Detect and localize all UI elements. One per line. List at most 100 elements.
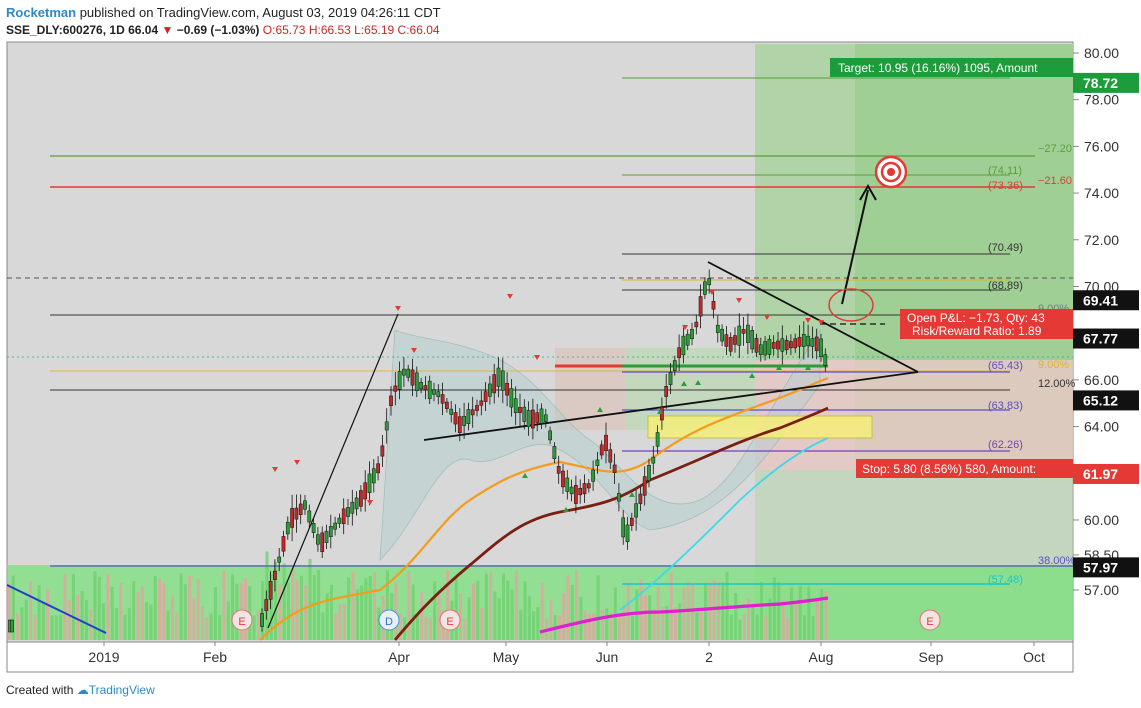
candle-body <box>621 517 626 538</box>
volume-bar <box>252 615 256 640</box>
candle-body <box>346 507 350 517</box>
candle-body <box>617 493 621 502</box>
buy-signal-marker <box>629 492 635 497</box>
event-marker-e[interactable]: E <box>439 609 461 631</box>
open-pnl-box[interactable]: Open P&L: −1.73, Qty: 43 Risk/Reward Rat… <box>900 309 1073 339</box>
sell-signal-marker <box>709 290 715 295</box>
time-tick-label: 2019 <box>88 649 119 665</box>
event-marker-e[interactable]: E <box>919 609 941 631</box>
candle-body <box>320 532 325 552</box>
candle-body <box>457 416 462 434</box>
volume-bar <box>192 597 196 640</box>
tradingview-logo-icon[interactable]: ☁ <box>76 683 89 697</box>
price-tick-label: 78.00 <box>1084 92 1119 108</box>
candle-body <box>578 487 583 496</box>
candle-body <box>462 415 466 426</box>
candle-body <box>711 301 716 310</box>
volume-bar <box>244 578 247 640</box>
volume-bar <box>523 581 527 640</box>
volume-bar <box>781 599 785 640</box>
volume-bar <box>102 603 106 640</box>
volume-bar <box>67 600 71 640</box>
volume-bar <box>299 575 303 640</box>
event-marker-e[interactable]: E <box>231 609 253 631</box>
fib-label: (62.26) <box>988 439 1023 451</box>
volume-bar <box>179 573 183 640</box>
volume-bar <box>493 591 497 640</box>
price-change: −0.69 (−1.03%) <box>176 23 260 37</box>
volume-bar <box>63 574 67 640</box>
sell-signal-marker <box>294 460 300 465</box>
volume-bar <box>674 607 677 640</box>
candle-body <box>273 570 277 580</box>
volume-bar <box>20 607 24 640</box>
volume-bar <box>54 615 58 640</box>
volume-bar <box>269 574 273 640</box>
candle-body <box>531 409 535 429</box>
volume-bar <box>489 571 493 640</box>
candle-body <box>363 482 368 500</box>
level-lines <box>7 77 1073 585</box>
volume-bar <box>153 576 157 640</box>
time-tick-label: Sep <box>919 649 944 665</box>
target-box[interactable]: Target: 10.95 (16.16%) 1095, Amount <box>830 58 1073 77</box>
volume-bar <box>721 582 725 640</box>
sell-signal-marker <box>764 315 770 320</box>
candle-body <box>698 296 703 317</box>
volume-bar <box>807 586 811 640</box>
publish-header: Rocketman published on TradingView.com, … <box>6 5 441 20</box>
fib-label: (65.43) <box>988 360 1023 372</box>
candle-body <box>574 484 578 504</box>
candle-body <box>672 360 677 371</box>
volume-bar <box>76 594 80 640</box>
candle-body <box>789 341 793 349</box>
volume-bar <box>411 584 415 640</box>
price-tick-label: 64.00 <box>1084 419 1119 435</box>
candle-body <box>371 468 376 484</box>
candle-body <box>324 530 329 543</box>
volume-bar <box>777 582 781 640</box>
volume-bar <box>699 611 703 640</box>
trend-lines <box>267 261 919 629</box>
price-tag <box>1073 328 1139 349</box>
volume-bar <box>437 594 441 640</box>
candle-body <box>264 599 269 611</box>
candle-body <box>543 414 548 422</box>
volume-bar <box>291 568 295 640</box>
volume-bar <box>471 583 475 640</box>
volume-bar <box>364 578 368 640</box>
volume-bar <box>712 580 716 640</box>
candle-body <box>268 580 273 600</box>
volume-bar <box>717 581 720 640</box>
volume-bar <box>704 583 708 640</box>
price-tag <box>1073 557 1139 578</box>
volume-bar <box>631 615 634 640</box>
candle-body <box>569 486 574 495</box>
buy-signal-marker <box>563 507 569 512</box>
fib-label: (63.83) <box>988 400 1023 412</box>
fib-label: (57.48) <box>988 574 1023 586</box>
candle-body <box>685 333 690 346</box>
volume-bar <box>661 606 665 640</box>
volume-bar <box>213 587 217 640</box>
volume-bar <box>201 606 204 640</box>
candle-body <box>801 334 806 347</box>
support-box[interactable] <box>647 415 873 439</box>
tradingview-brand[interactable]: TradingView <box>88 683 155 697</box>
candle-body <box>604 434 608 452</box>
fib-label: (68.89) <box>988 280 1023 292</box>
candle-body <box>694 321 699 328</box>
stop-box[interactable]: Stop: 5.80 (8.56%) 580, Amount: <box>856 459 1073 478</box>
candle-body <box>294 507 299 520</box>
volume-bar <box>416 614 419 640</box>
event-marker-d[interactable]: D <box>378 609 400 631</box>
candle-body <box>793 338 798 349</box>
candle-body <box>445 401 449 409</box>
volume-bar <box>287 582 290 640</box>
volume-bar <box>115 608 118 640</box>
time-axis[interactable] <box>6 641 1074 673</box>
symbol-header: SSE_DLY:600276, 1D 66.04 ▼ −0.69 (−1.03%… <box>6 23 440 37</box>
volume-bar <box>592 613 596 640</box>
author-name[interactable]: Rocketman <box>6 5 77 20</box>
